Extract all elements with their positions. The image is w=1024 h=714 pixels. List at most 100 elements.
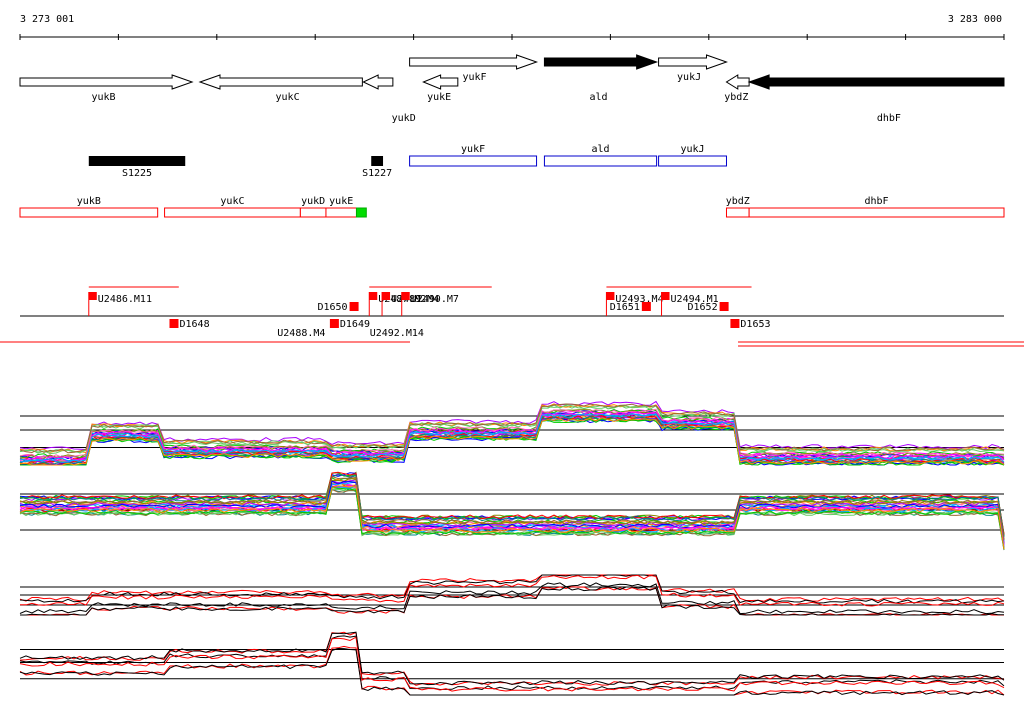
coordinate-ruler: 3 273 001 3 283 000 [19,14,1005,40]
operon-label-yukj: yukJ [680,144,704,155]
transcript-label-dhbf: dhbF [865,196,889,207]
gene-arrow-yukd[interactable] [362,74,394,90]
transcript-box-dhbf[interactable] [748,207,1005,218]
transcript-box-yuke[interactable] [325,207,357,218]
promoter-label: U2494.M1 [671,294,719,305]
transcript-label-yukb: yukB [77,196,101,207]
expression-trace [19,631,1005,686]
operon-label-yukf: yukF [461,144,485,155]
promoter-marker[interactable] [382,292,391,300]
expression-trace [19,636,1005,692]
expression-trace [19,631,1005,686]
transcript-box-ybdz[interactable] [725,207,750,218]
expression-trace [19,418,1005,466]
operon-box-yukj[interactable] [658,155,727,167]
gene-arrow-yukj[interactable] [658,54,728,70]
promoter-label: U2493.M4 [615,294,663,305]
expression-trace [19,403,1005,454]
gene-arrow-ald[interactable] [543,54,659,70]
terminator-label: D1653 [740,319,770,330]
terminator-marker[interactable] [329,319,339,328]
transcript-box-yukd[interactable] [299,207,327,218]
ruler-end-label: 3 283 000 [948,14,1002,25]
transcript-label-ybdz: ybdZ [726,196,750,207]
feature-lower-label: U2488.M4 [277,328,325,339]
expression-trace [20,586,1004,616]
expression-trace [19,487,1005,550]
expression-trace [19,647,1005,696]
gene-label-yukd: yukD [392,113,416,124]
regulatory-feature-track: U2486.M11U2487.M2U2489.M4U2490.M7U2493.M… [0,286,1024,347]
promoter-label: U2490.M7 [411,294,459,305]
expression-trace [19,488,1005,549]
expression-trace [19,404,1005,454]
promoter-marker[interactable] [88,292,97,300]
promoter-label: U2486.M11 [98,294,152,305]
gene-arrow-yukc[interactable] [198,74,363,90]
expression-trace [20,586,1004,616]
promoter-marker[interactable] [401,292,410,300]
expression-trace [19,474,1005,537]
segment-label-s1227: S1227 [362,168,392,179]
promoter-marker[interactable] [369,292,378,300]
gene-arrow-yukf[interactable] [409,54,539,70]
gene-label-ybdz: ybdZ [724,92,748,103]
operon-label-ald: ald [591,144,609,155]
expression-trace [19,582,1005,615]
terminator-marker[interactable] [349,302,359,311]
expression-trace [19,417,1005,466]
transcript-box-yukc[interactable] [164,207,301,218]
expression-trace [19,574,1005,604]
gene-arrow-yukb[interactable] [19,74,194,90]
gene-label-yukc: yukC [276,92,300,103]
operon-box-ald[interactable] [543,155,658,167]
terminator-marker[interactable] [641,302,651,311]
segment-label-s1225: S1225 [122,168,152,179]
expression-trace [19,475,1005,540]
gene-label-yukj: yukJ [677,72,701,83]
segment-track: S1225 S1227 yukF ald yukJ [88,144,727,179]
gene-label-yukb: yukB [92,92,116,103]
expression-trace [19,574,1005,607]
gene-arrow-yuke[interactable] [422,74,459,90]
promoter-label: U2489.M4 [391,294,439,305]
terminator-marker[interactable] [169,319,179,328]
expression-trace [19,480,1005,545]
transcript-box-yukb[interactable] [19,207,159,218]
expression-trace [19,484,1005,548]
gene-label-ald: ald [590,92,608,103]
expression-profiles [19,400,1005,696]
gene-label-yukf: yukF [463,72,487,83]
terminator-label: D1651 [610,302,640,313]
terminator-marker[interactable] [719,302,729,311]
segment-s1227[interactable] [371,156,384,166]
promoter-marker[interactable] [606,292,615,300]
ruler-ticks [19,34,1005,40]
terminator-label: D1649 [340,319,370,330]
segment-s1225[interactable] [88,156,186,166]
expression-trace [19,485,1005,549]
expression-trace [19,574,1005,602]
gene-label-dhbf: dhbF [877,113,901,124]
transcript-label-yuke: yukE [329,196,353,207]
terminator-label: D1650 [317,302,347,313]
expression-trace [19,477,1005,540]
expression-trace [19,413,1005,463]
green-marker[interactable] [355,207,367,218]
terminator-label: D1648 [179,319,209,330]
expression-trace [20,418,1005,466]
gene-arrow-ybdz[interactable] [725,74,750,90]
gene-arrow-dhbf[interactable] [747,74,1005,90]
terminator-marker[interactable] [730,319,740,328]
transcript-track: yukB yukC yukD yukE ybdZ dhbF [19,196,1005,218]
transcript-label-yukc: yukC [220,196,244,207]
terminator-label: D1652 [687,302,717,313]
operon-box-yukf[interactable] [409,155,538,167]
transcript-label-yukd: yukD [301,196,325,207]
ruler-start-label: 3 273 001 [20,14,74,25]
promoter-marker[interactable] [661,292,670,300]
feature-lower-label: U2492.M14 [370,328,424,339]
gene-label-yuke: yukE [427,92,451,103]
gene-track: yukB yukC yukD yukE yukF ald yukJ ybdZ dhbF [19,54,1005,124]
